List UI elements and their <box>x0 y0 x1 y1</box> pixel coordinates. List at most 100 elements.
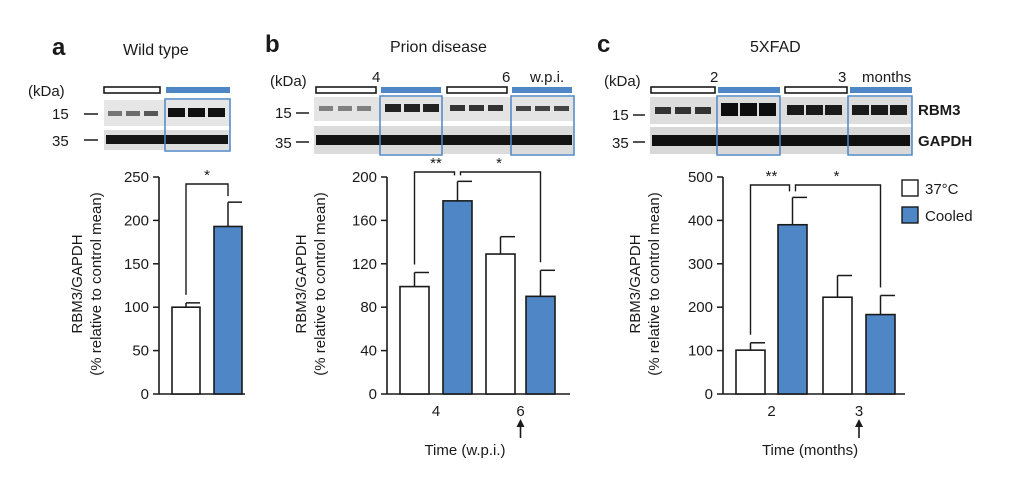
panel-b-header-bar-control-4 <box>315 86 377 94</box>
blot-band <box>404 104 420 112</box>
panel-a-letter: a <box>52 34 66 61</box>
bar-control <box>735 349 766 395</box>
blot-band <box>806 105 823 115</box>
y-tick-label: 250 <box>124 169 149 186</box>
panel-b-marker-15: 15 <box>275 105 292 122</box>
panel-c-header-bar-control-2 <box>650 86 716 94</box>
panel-a-kda-label: (kDa) <box>28 83 65 100</box>
panel-c-marker-35: 35 <box>612 135 629 152</box>
panel-c-cooled-box-2 <box>716 95 781 156</box>
panel-c-header-2: 2 <box>710 69 718 86</box>
panel-b-cooled-box-4 <box>379 95 443 156</box>
panel-b-header-4: 4 <box>372 69 380 86</box>
panel-b-header-bar-cooled-4 <box>381 87 441 93</box>
y-tick-label: 0 <box>369 386 377 403</box>
panel-c-header-bar-cooled-3 <box>850 87 912 93</box>
y-tick-label: 100 <box>124 299 149 316</box>
bar-cooled <box>865 313 896 395</box>
blot-band <box>208 108 225 117</box>
panel-b-marker-35: 35 <box>275 135 292 152</box>
blot-band <box>554 106 569 111</box>
panel-b-header-bar-control-6 <box>446 86 508 94</box>
panel-c-header-unit: months <box>862 69 911 86</box>
blot-band <box>469 105 484 111</box>
y-tick-label: 400 <box>688 212 713 229</box>
panel-a-header-bar-cooled <box>166 87 230 93</box>
blot-band <box>759 103 776 116</box>
y-tick-label: 120 <box>352 256 377 273</box>
panel-a-header-bar-control <box>103 86 161 94</box>
legend-swatch-control <box>901 179 919 197</box>
blot-band <box>188 108 205 117</box>
blot-band <box>652 135 910 146</box>
significance-label: * <box>834 168 840 185</box>
significance-label: * <box>204 167 210 184</box>
blot-band <box>357 106 371 111</box>
panel-a-ylabel-1: RBM3/GAPDH <box>69 234 86 333</box>
panel-a-blot-rbm3 <box>104 100 230 126</box>
panel-c: c 5XFAD (kDa) 2 3 months <box>597 31 973 459</box>
blot-band <box>316 135 572 145</box>
blot-band <box>655 107 671 114</box>
significance-label: ** <box>766 168 778 185</box>
panel-c-marker-15: 15 <box>612 107 629 124</box>
panel-c-blot-label-gapdh: GAPDH <box>918 133 972 150</box>
bar-control <box>171 306 201 395</box>
panel-c-title: 5XFAD <box>750 39 801 56</box>
panel-c-xlabel: Time (months) <box>762 442 858 459</box>
blot-band <box>338 106 352 111</box>
panel-b-header-bar-cooled-6 <box>512 87 572 93</box>
blot-band <box>106 135 228 144</box>
significance-bracket <box>459 171 542 263</box>
panel-b-ylabel-2: (% relative to control mean) <box>312 192 329 375</box>
panel-b-letter: b <box>265 31 280 58</box>
panel-a-plot: 0 50 100 150 200 250 * <box>124 167 245 403</box>
panel-c-header-bar-cooled-2 <box>718 87 780 93</box>
panel-b-xlabel: Time (w.p.i.) <box>424 442 505 459</box>
panel-b-kda-label: (kDa) <box>270 73 307 90</box>
significance-label: ** <box>430 155 442 172</box>
blot-band <box>740 103 757 116</box>
panel-c-kda-label: (kDa) <box>604 73 641 90</box>
arrow-head <box>516 419 525 427</box>
y-tick-label: 300 <box>688 256 713 273</box>
panel-c-blot-rbm3 <box>650 97 912 124</box>
panel-b-blot-gapdh <box>314 126 574 154</box>
bar-cooled <box>213 225 243 395</box>
blot-band <box>168 108 185 117</box>
panel-b-header-6: 6 <box>502 69 510 86</box>
blot-band <box>319 106 333 111</box>
legend: 37°C Cooled <box>901 179 973 225</box>
blot-band <box>852 105 869 115</box>
y-tick-label: 50 <box>132 343 149 360</box>
y-tick-label: 150 <box>124 256 149 273</box>
panel-c-letter: c <box>597 31 610 58</box>
panel-a-blot-gapdh <box>104 130 230 150</box>
panel-c-blot-gapdh <box>650 127 912 154</box>
blot-band <box>450 105 465 111</box>
y-tick-label: 200 <box>352 169 377 186</box>
panel-b-title: Prion disease <box>390 39 487 56</box>
blot-band <box>890 105 907 115</box>
panel-a-ylabel-2: (% relative to control mean) <box>88 192 105 375</box>
panel-c-header-bar-control-3 <box>784 86 848 94</box>
blot-band <box>516 106 531 111</box>
bar-cooled <box>442 200 473 395</box>
blot-band <box>385 104 401 112</box>
bar-control <box>399 285 430 395</box>
significance-label: * <box>496 155 502 172</box>
blot-band <box>108 111 122 116</box>
panel-b-header-unit: w.p.i. <box>529 69 564 86</box>
x-tick-label: 4 <box>432 403 440 420</box>
bar-cooled <box>777 223 808 395</box>
panel-b-cooled-box-6 <box>510 95 575 156</box>
blot-band <box>787 105 804 115</box>
panel-a-marker-35: 35 <box>52 133 69 150</box>
bar-control <box>485 253 516 395</box>
significance-bracket <box>749 184 791 335</box>
blot-band <box>825 105 842 115</box>
arrow-head <box>855 419 863 427</box>
significance-bracket <box>185 183 229 295</box>
